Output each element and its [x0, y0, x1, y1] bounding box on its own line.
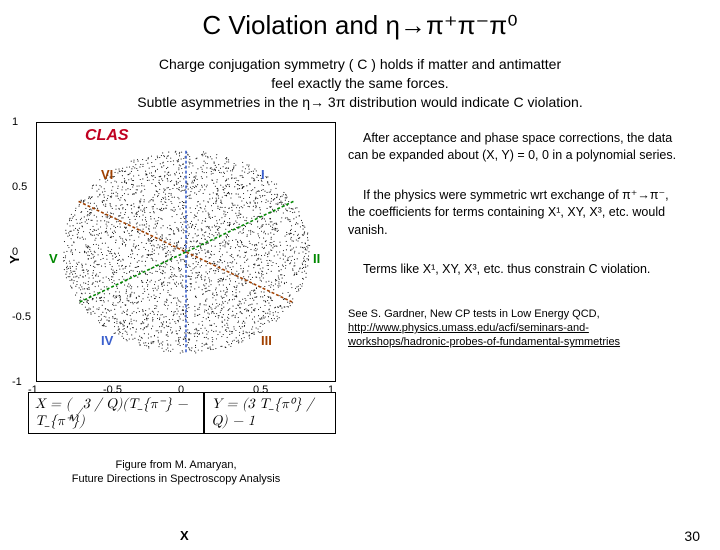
- equation-x: X = (√3 / Q)(T_{π⁻} − T_{π⁺}): [28, 392, 204, 434]
- y-tick: 0: [12, 246, 18, 258]
- page-title: C Violation and η→π⁺π⁻π⁰: [0, 10, 720, 41]
- caption-line-1: Figure from M. Amaryan,: [20, 458, 332, 472]
- content-row: Y CLAS IIIIIIIVVVI X X = (√3 / Q)(T_{π⁻}…: [0, 122, 720, 487]
- x-tick: -0.5: [103, 384, 122, 396]
- y-tick: -0.5: [12, 311, 31, 323]
- title-decay: π⁺π⁻π⁰: [426, 10, 518, 40]
- sector-label-I: I: [261, 167, 265, 182]
- y-tick: 1: [12, 116, 18, 128]
- x-tick: 0.5: [253, 384, 268, 396]
- caption-line-2: Future Directions in Spectroscopy Analys…: [20, 472, 332, 486]
- reference-text: See S. Gardner, New CP tests in Low Ener…: [348, 308, 600, 320]
- right-column: After acceptance and phase space correct…: [340, 122, 700, 487]
- x-tick: 0: [178, 384, 184, 396]
- equation-y: Y = (3 T_{π⁰} / Q) − 1: [204, 392, 336, 434]
- paragraph-2: If the physics were symmetric wrt exchan…: [348, 187, 682, 240]
- paragraph-1: After acceptance and phase space correct…: [348, 130, 682, 165]
- reference-block: See S. Gardner, New CP tests in Low Ener…: [348, 307, 682, 350]
- x-axis-label: X: [180, 528, 189, 543]
- reference-link[interactable]: http://www.physics.umass.edu/acfi/semina…: [348, 322, 620, 348]
- x-tick: 1: [328, 384, 334, 396]
- y-tick: 0.5: [12, 181, 27, 193]
- sector-label-IV: IV: [101, 333, 113, 348]
- dalitz-plot: CLAS IIIIIIIVVVI: [36, 122, 336, 382]
- x-tick: -1: [28, 384, 38, 396]
- intro-block: Charge conjugation symmetry ( C ) holds …: [40, 55, 680, 112]
- page-number: 30: [684, 528, 700, 544]
- intro-line-3: Subtle asymmetries in the η→ 3π distribu…: [40, 93, 680, 112]
- sector-label-VI: VI: [101, 167, 113, 182]
- sector-label-III: III: [261, 333, 272, 348]
- paragraph-3: Terms like X¹, XY, X³, etc. thus constra…: [348, 261, 682, 279]
- y-tick: -1: [12, 376, 22, 388]
- title-prefix: C Violation and: [202, 10, 385, 40]
- equation-row: X = (√3 / Q)(T_{π⁻} − T_{π⁺}) Y = (3 T_{…: [28, 392, 336, 434]
- sector-label-II: II: [313, 251, 320, 266]
- intro-line-1: Charge conjugation symmetry ( C ) holds …: [40, 55, 680, 74]
- left-column: Y CLAS IIIIIIIVVVI X X = (√3 / Q)(T_{π⁻}…: [0, 122, 340, 487]
- figure-caption: Figure from M. Amaryan, Future Direction…: [20, 458, 332, 487]
- sector-label-V: V: [49, 251, 58, 266]
- scatter-svg: [37, 123, 335, 381]
- intro-line-2: feel exactly the same forces.: [40, 74, 680, 93]
- title-glyph: η→: [385, 10, 425, 40]
